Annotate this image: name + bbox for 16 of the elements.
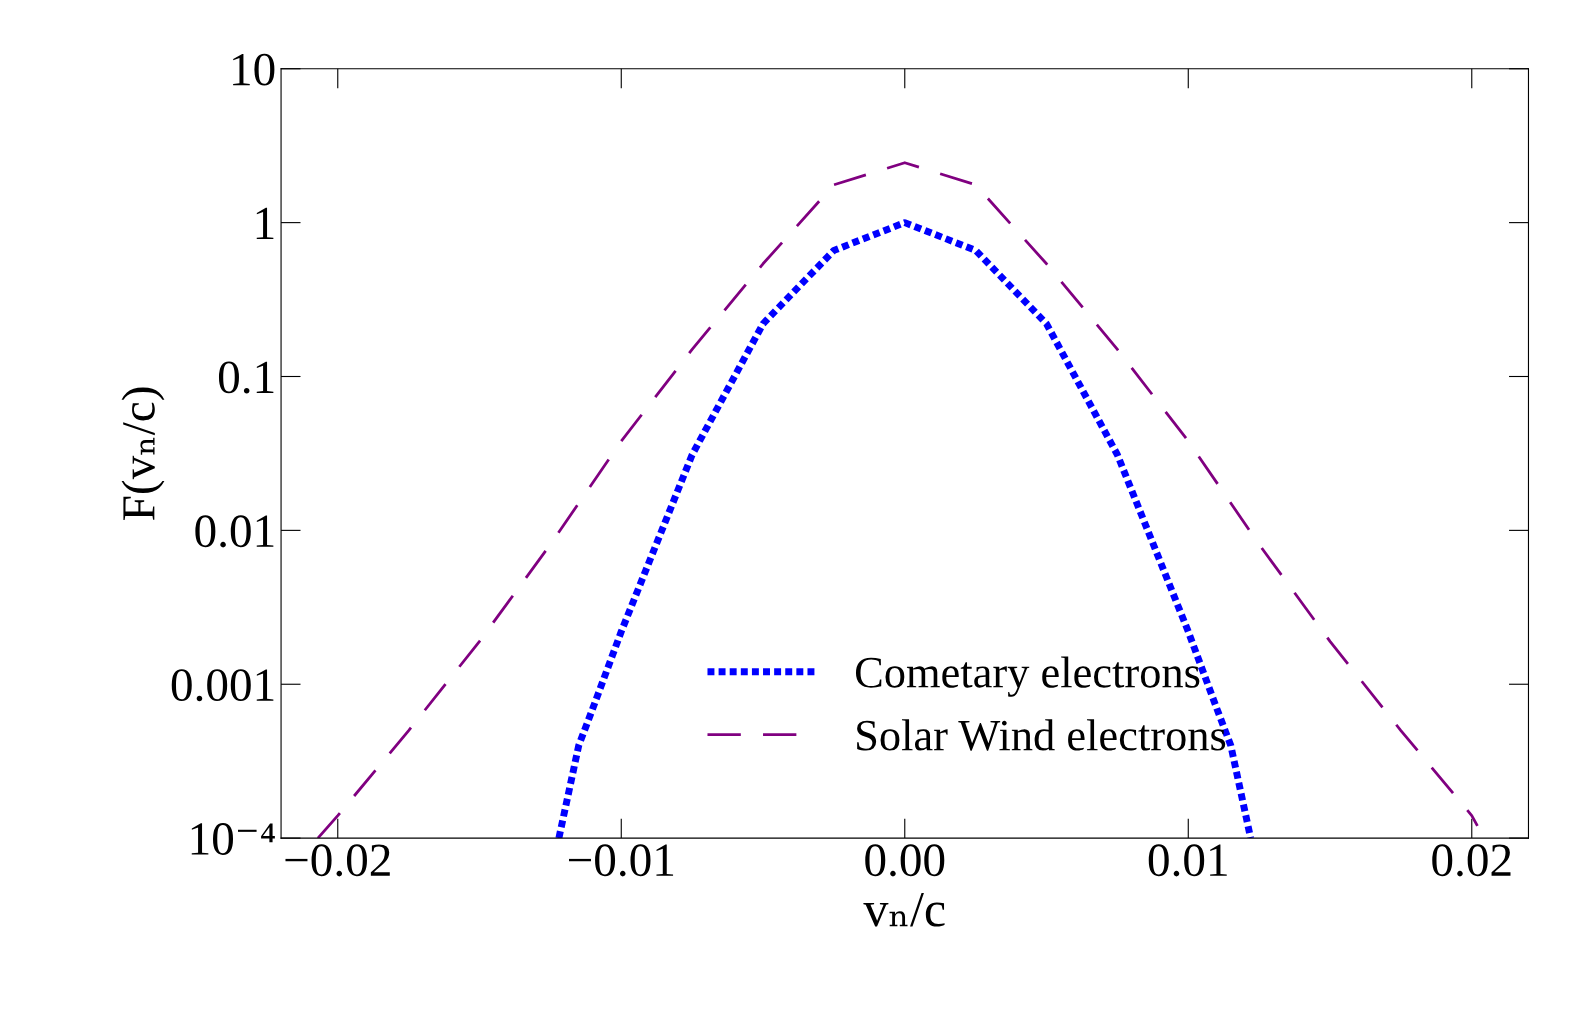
legend-label: Solar Wind electrons — [857, 719, 1226, 751]
x-tick-label: −0.01 — [568, 844, 674, 877]
x-axis-title: vₙ/c — [863, 893, 945, 927]
y-tick-label: 1 — [256, 207, 274, 240]
y-tick-label: 0.1 — [218, 361, 274, 394]
y-tick-label: 0.01 — [195, 515, 274, 548]
legend-label: Cometary electrons — [855, 656, 1200, 697]
x-tick-label: 0.01 — [1148, 844, 1227, 877]
y-tick-label: 10⁻⁴ — [191, 823, 275, 855]
x-tick-label: 0.02 — [1432, 844, 1511, 877]
x-tick-label: 0.00 — [865, 844, 945, 877]
line-series — [316, 161, 1479, 839]
x-tick-label: −0.02 — [285, 844, 390, 877]
y-tick-label: 10 — [233, 53, 275, 86]
y-tick-label: 0.001 — [171, 669, 274, 702]
y-axis-title: F(vₙ/c) — [121, 387, 165, 520]
